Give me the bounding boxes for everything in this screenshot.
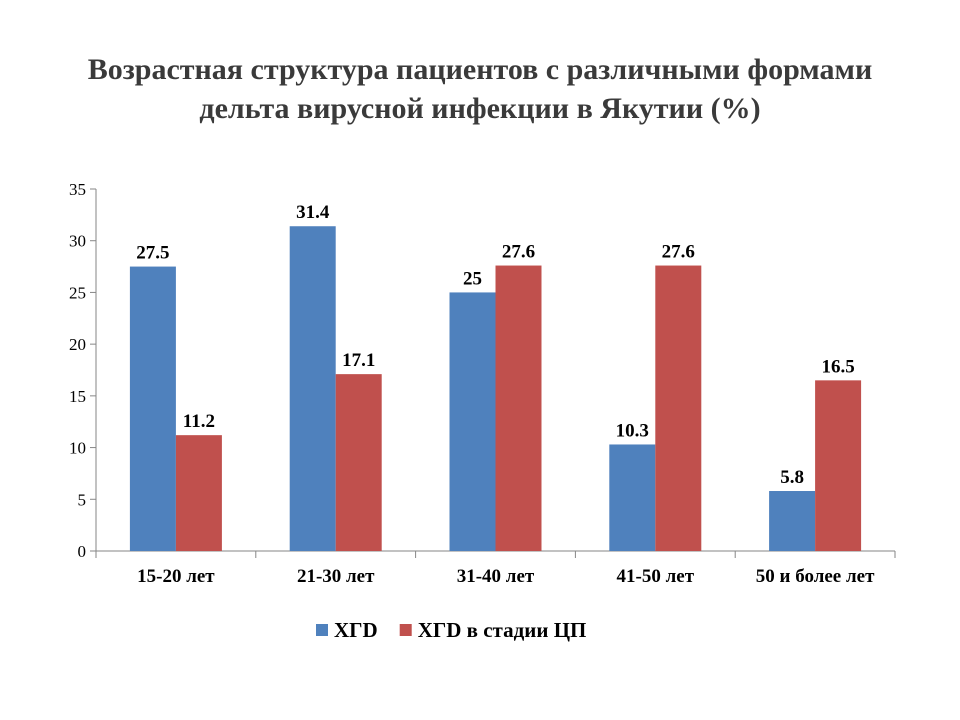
data-label: 16.5 bbox=[821, 356, 854, 377]
legend-label: ХГD в стадии ЦП bbox=[418, 618, 587, 642]
data-label: 10.3 bbox=[616, 420, 649, 441]
data-label: 27.6 bbox=[502, 242, 535, 263]
bar bbox=[175, 435, 222, 551]
bar bbox=[655, 265, 702, 551]
y-tick-label: 15 bbox=[69, 387, 86, 406]
bar bbox=[449, 292, 496, 551]
bar bbox=[609, 444, 656, 551]
data-label: 11.2 bbox=[183, 411, 215, 432]
bar bbox=[769, 491, 816, 551]
x-tick-label: 21-30 лет bbox=[297, 566, 375, 587]
legend-label: ХГD bbox=[334, 618, 378, 642]
data-label: 25 bbox=[463, 268, 482, 289]
chart-bars bbox=[129, 226, 862, 551]
data-label: 27.5 bbox=[136, 243, 169, 264]
data-label: 17.1 bbox=[342, 350, 375, 371]
x-tick-label: 50 и более лет bbox=[756, 566, 875, 587]
x-tick-label: 41-50 лет bbox=[617, 566, 695, 587]
legend-swatch bbox=[399, 624, 412, 636]
legend-swatch bbox=[316, 624, 328, 636]
bar bbox=[815, 380, 862, 551]
bar bbox=[289, 226, 336, 551]
data-label: 5.8 bbox=[780, 467, 804, 488]
y-tick-label: 5 bbox=[78, 490, 87, 509]
y-tick-label: 0 bbox=[78, 542, 87, 561]
y-tick-label: 35 bbox=[69, 180, 86, 199]
x-tick-label: 31-40 лет bbox=[457, 566, 535, 587]
data-label: 27.6 bbox=[662, 242, 695, 263]
chart-title-line-2: дельта вирусной инфекции в Якутии (%) bbox=[199, 92, 761, 125]
y-tick-label: 30 bbox=[69, 232, 86, 251]
x-tick-label: 15-20 лет bbox=[137, 566, 215, 587]
bar bbox=[335, 374, 382, 551]
data-label: 31.4 bbox=[296, 202, 330, 223]
bar bbox=[495, 265, 542, 551]
y-tick-label: 20 bbox=[69, 335, 86, 354]
y-tick-label: 10 bbox=[69, 439, 86, 458]
chart-title-line-1: Возрастная структура пациентов с различн… bbox=[87, 53, 873, 86]
y-tick-label: 25 bbox=[69, 283, 86, 302]
chart-title: Возрастная структура пациентов с различн… bbox=[0, 50, 960, 128]
chart-data-labels: 27.5 31.4 25 10.3 5.8 11.2 17.1 27.6 27.6 16.5 bbox=[136, 202, 854, 488]
chart-legend: ХГD ХГD в стадии ЦП bbox=[316, 618, 586, 642]
bar bbox=[129, 266, 176, 551]
